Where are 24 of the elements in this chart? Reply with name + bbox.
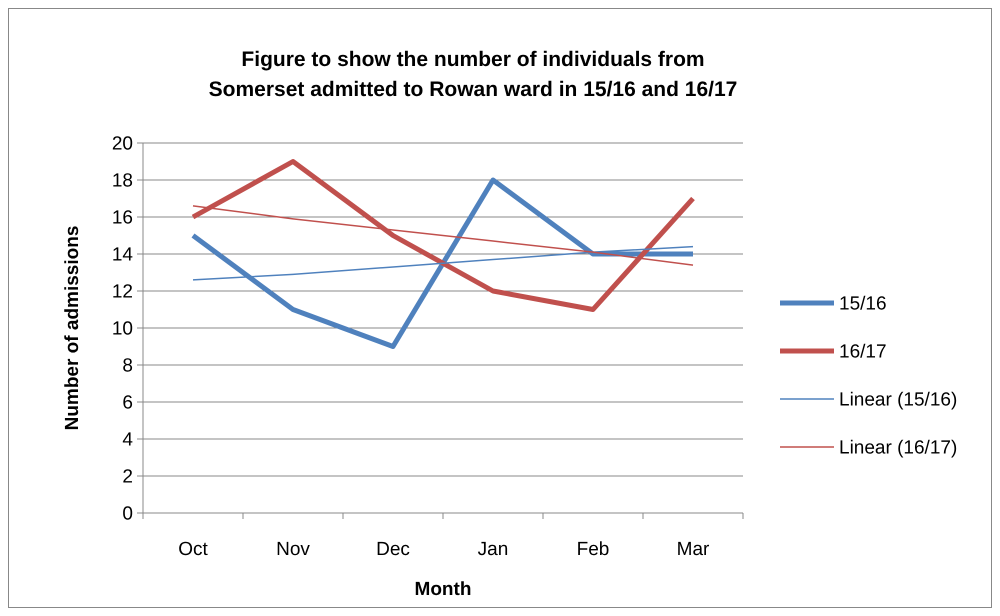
x-axis-title: Month — [414, 579, 472, 600]
y-tick-label: 2 — [122, 466, 133, 488]
y-tick-label: 8 — [122, 356, 133, 377]
y-tick-label: 10 — [112, 318, 133, 340]
x-tick-label: Jan — [478, 539, 508, 560]
legend-label: Linear (16/17) — [839, 438, 958, 459]
y-axis-title: Number of admissions — [62, 226, 83, 430]
x-tick-label: Oct — [178, 539, 208, 560]
y-tick-label: 4 — [122, 430, 134, 451]
x-tick-label: Feb — [576, 539, 610, 560]
y-tick-label: 18 — [112, 170, 133, 192]
y-tick-label: 14 — [112, 244, 134, 266]
x-tick-label: Dec — [376, 539, 410, 560]
legend-label: 16/17 — [839, 342, 887, 363]
legend-label: 15/16 — [839, 294, 887, 315]
y-tick-label: 20 — [112, 134, 133, 155]
chart-title: Figure to show the number of individuals from Somerset admitted to Rowan ward in 15/16 and 16/17 — [208, 48, 738, 101]
y-tick-label: 16 — [112, 208, 133, 229]
x-tick-label: Nov — [276, 539, 310, 560]
y-tick-label: 6 — [122, 392, 133, 414]
x-tick-label: Mar — [676, 539, 710, 560]
y-tick-label: 12 — [112, 282, 133, 303]
y-tick-label: 0 — [122, 504, 133, 525]
legend-label: Linear (15/16) — [839, 390, 958, 411]
